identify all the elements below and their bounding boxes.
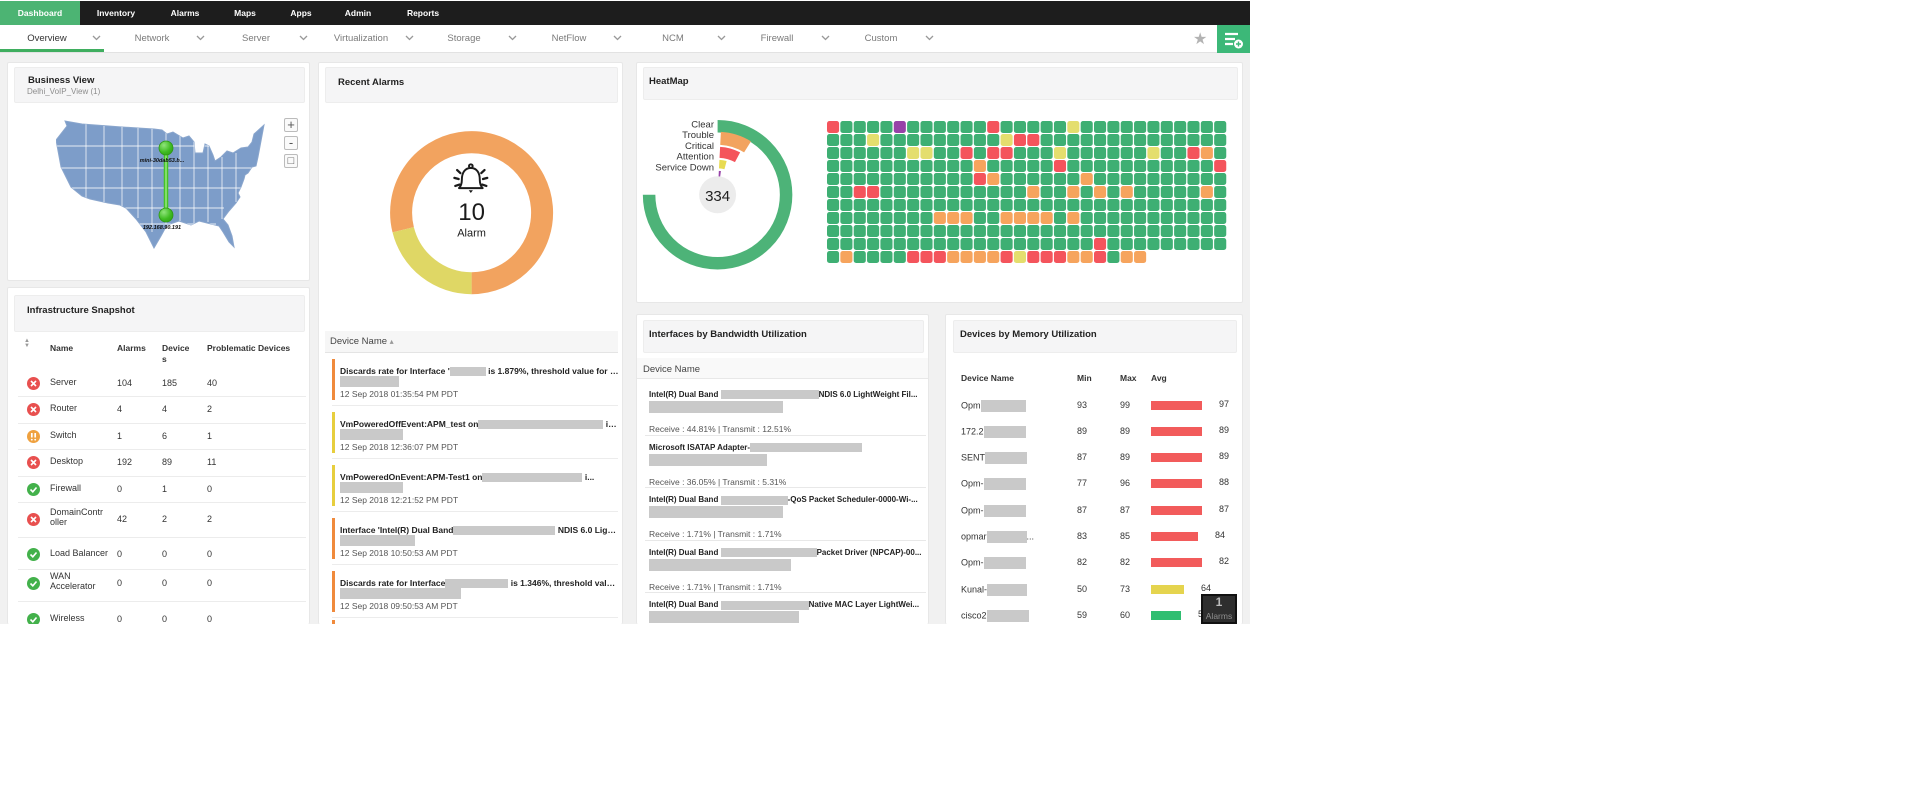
svg-text:Trouble: Trouble xyxy=(682,130,714,141)
svg-text:Alarm: Alarm xyxy=(457,228,486,240)
svg-text:Critical: Critical xyxy=(685,141,714,152)
svg-text:mini-30dab53.b...: mini-30dab53.b... xyxy=(140,158,185,164)
svg-text:Clear: Clear xyxy=(691,120,714,131)
svg-text:Attention: Attention xyxy=(677,152,715,163)
svg-text:10: 10 xyxy=(458,199,485,226)
svg-text:Service Down: Service Down xyxy=(655,162,714,173)
svg-text:334: 334 xyxy=(705,188,730,205)
svg-text:192.168.90.191: 192.168.90.191 xyxy=(143,225,181,231)
